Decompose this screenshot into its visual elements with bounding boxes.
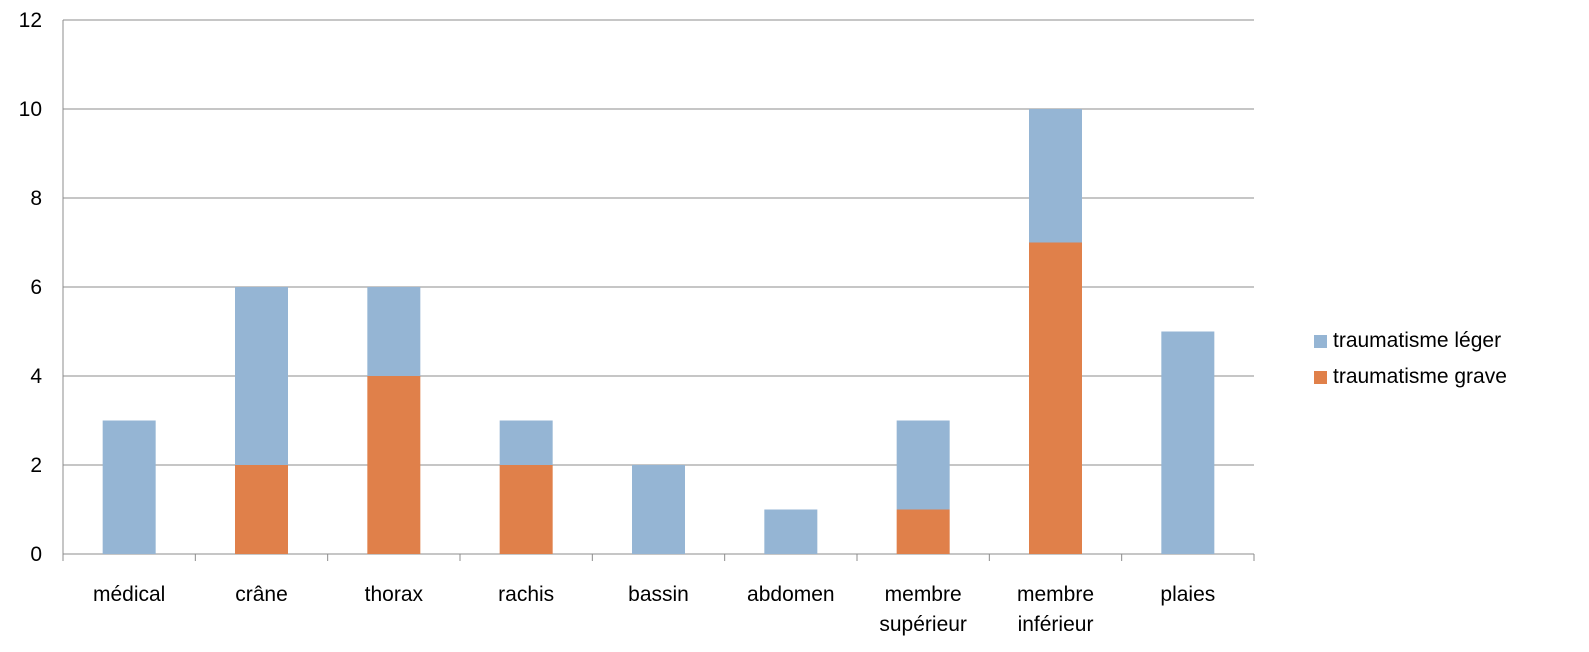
- legend: traumatisme léger traumatisme grave: [1314, 329, 1507, 402]
- y-tick-label-12: 12: [19, 9, 42, 32]
- legend-label-traumatisme-leger: traumatisme léger: [1333, 329, 1502, 352]
- x-tick-label-plaies: plaies: [1160, 583, 1215, 606]
- bar-traumatisme-leger-bassin: [632, 465, 685, 554]
- bar-traumatisme-leger-rachis: [499, 420, 553, 465]
- bar-traumatisme-leger-thorax: [367, 287, 421, 376]
- bar-traumatisme-grave-crane: [235, 465, 288, 554]
- y-tick-label-8: 8: [30, 187, 42, 210]
- bar-traumatisme-leger-abdomen: [764, 509, 818, 554]
- x-tick-label-crane: crâne: [235, 583, 288, 606]
- x-tick-label-line: rachis: [498, 583, 554, 606]
- legend-item-traumatisme-grave: traumatisme grave: [1314, 365, 1507, 388]
- bar-traumatisme-grave-thorax: [367, 376, 421, 554]
- bar-traumatisme-leger-crane: [235, 287, 288, 465]
- y-tick-label-0: 0: [30, 543, 42, 566]
- bar-traumatisme-grave-membre-superieur: [896, 509, 950, 554]
- x-tick-label-line: supérieur: [879, 613, 967, 636]
- legend-swatch-traumatisme-grave: [1314, 370, 1327, 384]
- y-tick-label-6: 6: [30, 276, 42, 299]
- x-tick-label-medical: médical: [93, 583, 165, 606]
- y-tick-label-4: 4: [30, 365, 42, 388]
- x-tick-label-bassin: bassin: [628, 583, 689, 606]
- legend-swatch-traumatisme-leger: [1314, 334, 1327, 348]
- x-tick-label-line: médical: [93, 583, 165, 606]
- bar-traumatisme-leger-medical: [102, 420, 156, 554]
- bar-traumatisme-leger-membre-inferieur: [1029, 109, 1082, 243]
- y-tick-label-2: 2: [30, 454, 42, 477]
- bar-traumatisme-leger-plaies: [1161, 331, 1215, 554]
- bar-traumatisme-grave-membre-inferieur: [1029, 242, 1082, 554]
- bar-traumatisme-grave-rachis: [499, 465, 553, 554]
- x-tick-label-membre-inferieur: membre inférieur: [1017, 583, 1094, 636]
- legend-item-traumatisme-leger: traumatisme léger: [1314, 329, 1507, 352]
- y-tick-label-10: 10: [19, 98, 42, 121]
- x-tick-label-abdomen: abdomen: [747, 583, 835, 606]
- bar-traumatisme-leger-membre-superieur: [896, 420, 950, 510]
- x-tick-label-line: membre: [885, 583, 962, 606]
- x-tick-label-line: bassin: [628, 583, 689, 606]
- legend-label-traumatisme-grave: traumatisme grave: [1333, 365, 1507, 388]
- x-tick-label-rachis: rachis: [498, 583, 554, 606]
- x-tick-label-line: abdomen: [747, 583, 835, 606]
- x-tick-label-membre-superieur: membre supérieur: [879, 583, 967, 636]
- x-tick-label-line: thorax: [365, 583, 424, 606]
- x-tick-label-line: membre: [1017, 583, 1094, 606]
- x-tick-label-thorax: thorax: [365, 583, 424, 606]
- x-tick-label-line: plaies: [1160, 583, 1215, 606]
- x-tick-label-line: crâne: [235, 583, 288, 606]
- x-tick-label-line: inférieur: [1018, 613, 1094, 636]
